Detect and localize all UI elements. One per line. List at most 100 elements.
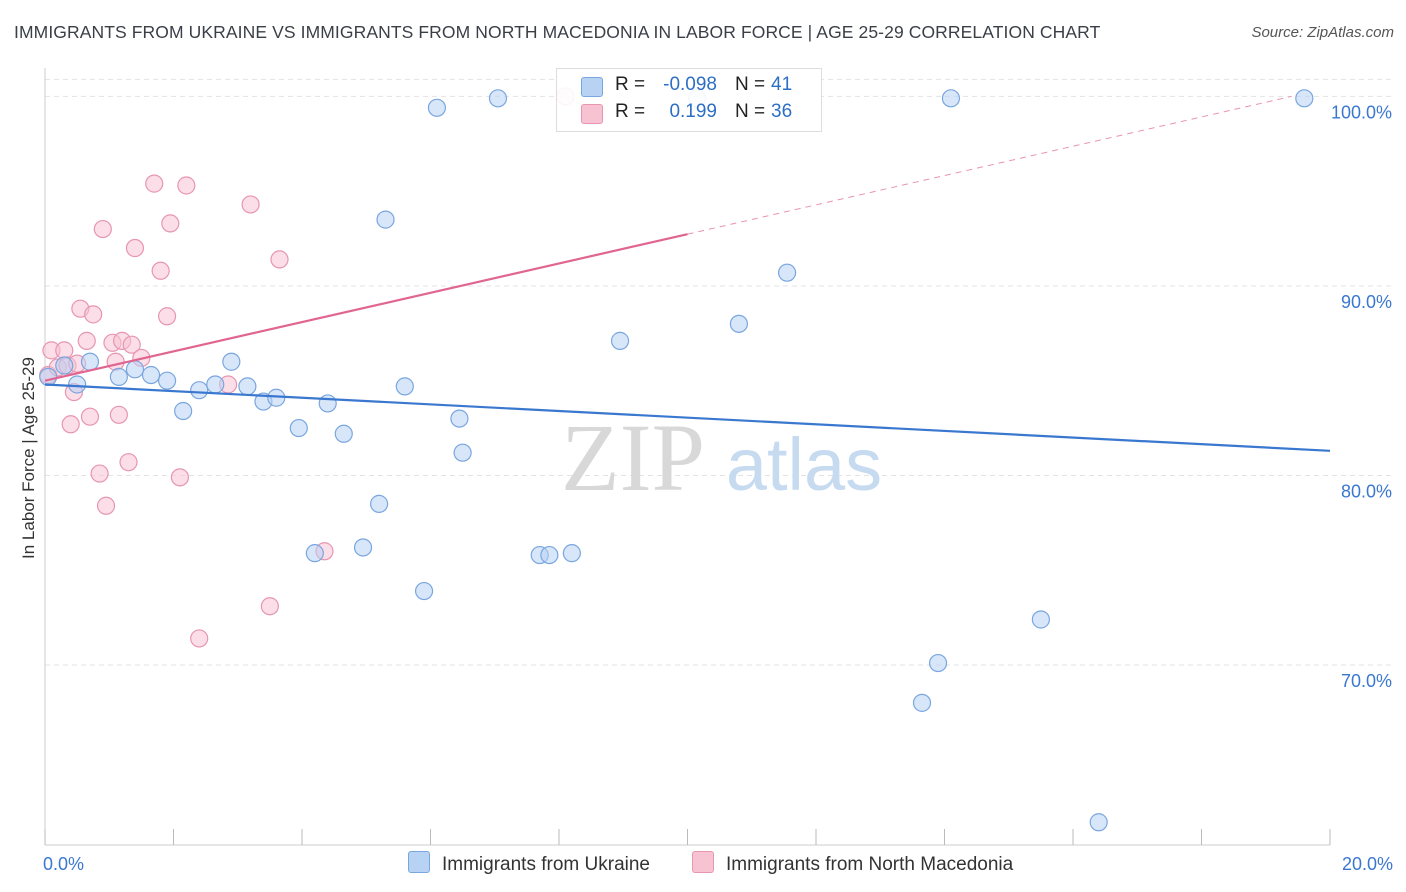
tick-labels: 70.0% 80.0% 90.0% 100.0% 0.0% 20.0% <box>43 102 1393 874</box>
ukraine-point <box>395 377 414 396</box>
legend-n-label: N = <box>735 74 766 95</box>
trend-lines <box>44 95 1331 452</box>
legend-r-label: R = <box>615 101 646 122</box>
macedonia-point <box>61 415 80 434</box>
source-attribution: Source: ZipAtlas.com <box>1251 24 1394 41</box>
bottom-legend-swatch-ukraine <box>408 851 430 873</box>
ukraine-point <box>222 352 241 371</box>
ukraine-point <box>540 545 559 565</box>
legend-n-value-ukraine: 41 <box>771 74 793 95</box>
macedonia-point <box>125 238 145 258</box>
ukraine-point <box>39 367 58 387</box>
y-axis-label: In Labor Force | Age 25-29 <box>19 357 38 559</box>
ukraine-point <box>125 360 145 379</box>
macedonia-point <box>119 453 138 472</box>
ukraine-point <box>414 581 434 601</box>
legend-row-ukraine: R = -0.098 N = 41 <box>557 73 821 101</box>
macedonia-point <box>260 597 279 616</box>
bottom-legend-swatch-macedonia <box>692 851 714 873</box>
x-tick-label: 20.0% <box>1342 854 1393 874</box>
ukraine-point <box>450 409 469 428</box>
macedonia-point <box>122 335 141 354</box>
ukraine-point <box>289 418 308 438</box>
ukraine-point <box>318 394 337 413</box>
ukraine-point <box>610 331 630 350</box>
ukraine-point <box>488 89 508 108</box>
ukraine-point <box>1295 89 1314 108</box>
legend-n-label: N = <box>735 101 766 122</box>
ukraine-point <box>453 443 472 462</box>
ukraine-point <box>238 377 257 396</box>
macedonia-point <box>55 341 74 360</box>
watermark-zip: ZIP <box>561 404 705 511</box>
macedonia-point <box>190 629 209 648</box>
ukraine-point <box>80 352 100 371</box>
legend-swatch-macedonia <box>581 104 603 124</box>
macedonia-point <box>96 496 116 515</box>
macedonia-point <box>161 214 180 233</box>
macedonia-point <box>106 352 125 371</box>
y-tick-label: 100.0% <box>1331 102 1392 122</box>
ukraine-point <box>928 653 948 673</box>
gridlines <box>45 78 1392 666</box>
watermark: ZIP atlas <box>561 404 882 511</box>
macedonia-point <box>90 464 109 483</box>
data-points <box>39 87 1314 832</box>
correlation-legend: R = -0.098 N = 41 R = 0.199 N = 36 <box>556 68 822 132</box>
macedonia-point <box>84 305 103 324</box>
macedonia-point <box>151 261 170 280</box>
macedonia-point <box>109 405 128 424</box>
ukraine-point <box>206 375 225 394</box>
macedonia-point <box>241 195 260 214</box>
bottom-legend-macedonia: Immigrants from North Macedonia <box>692 851 1013 876</box>
macedonia-point <box>270 250 289 269</box>
ukraine-point <box>334 424 353 443</box>
ukraine-point <box>190 381 209 400</box>
ukraine-point <box>562 544 581 563</box>
ukraine-point <box>777 263 797 282</box>
macedonia-point <box>157 307 177 326</box>
ukraine-point <box>1089 813 1108 832</box>
legend-swatch-ukraine <box>581 77 603 97</box>
ukraine-point <box>427 98 447 117</box>
ukraine-point <box>1031 610 1050 629</box>
y-tick-label: 70.0% <box>1341 671 1392 691</box>
macedonia-point <box>77 331 96 350</box>
ukraine-point <box>376 210 395 229</box>
ukraine-point <box>109 367 128 387</box>
macedonia-trend-extension <box>687 95 1292 235</box>
ukraine-point <box>305 544 324 563</box>
x-tick-label: 0.0% <box>43 854 84 874</box>
macedonia-point <box>93 219 112 239</box>
macedonia-trend-line <box>44 233 688 382</box>
legend-row-macedonia: R = 0.199 N = 36 <box>557 100 821 128</box>
macedonia-point <box>170 468 190 487</box>
chart-title: IMMIGRANTS FROM UKRAINE VS IMMIGRANTS FR… <box>14 22 1101 42</box>
legend-r-label: R = <box>615 74 646 95</box>
ukraine-point <box>729 314 749 333</box>
ukraine-point <box>68 375 87 394</box>
macedonia-point <box>145 174 164 193</box>
legend-n-value-macedonia: 36 <box>771 101 793 122</box>
legend-r-value-ukraine: -0.098 <box>663 74 717 95</box>
ukraine-point <box>353 538 373 557</box>
bottom-legend-label-macedonia: Immigrants from North Macedonia <box>726 854 1014 875</box>
macedonia-point <box>80 407 100 426</box>
ukraine-point <box>370 494 389 513</box>
ukraine-point <box>941 89 961 108</box>
axes <box>44 68 1331 846</box>
ukraine-point <box>141 365 161 385</box>
legend-r-value-macedonia: 0.199 <box>669 101 717 122</box>
ukraine-point <box>912 693 932 712</box>
bottom-legend-ukraine: Immigrants from Ukraine <box>408 851 650 876</box>
ukraine-trend-line <box>44 383 1331 452</box>
watermark-atlas: atlas <box>726 423 882 506</box>
ukraine-point <box>174 401 193 421</box>
ukraine-point <box>157 371 177 390</box>
y-tick-label: 90.0% <box>1341 292 1392 312</box>
bottom-legend-label-ukraine: Immigrants from Ukraine <box>442 854 650 875</box>
ukraine-point <box>55 356 74 375</box>
macedonia-point <box>177 176 196 195</box>
y-tick-label: 80.0% <box>1341 481 1392 501</box>
